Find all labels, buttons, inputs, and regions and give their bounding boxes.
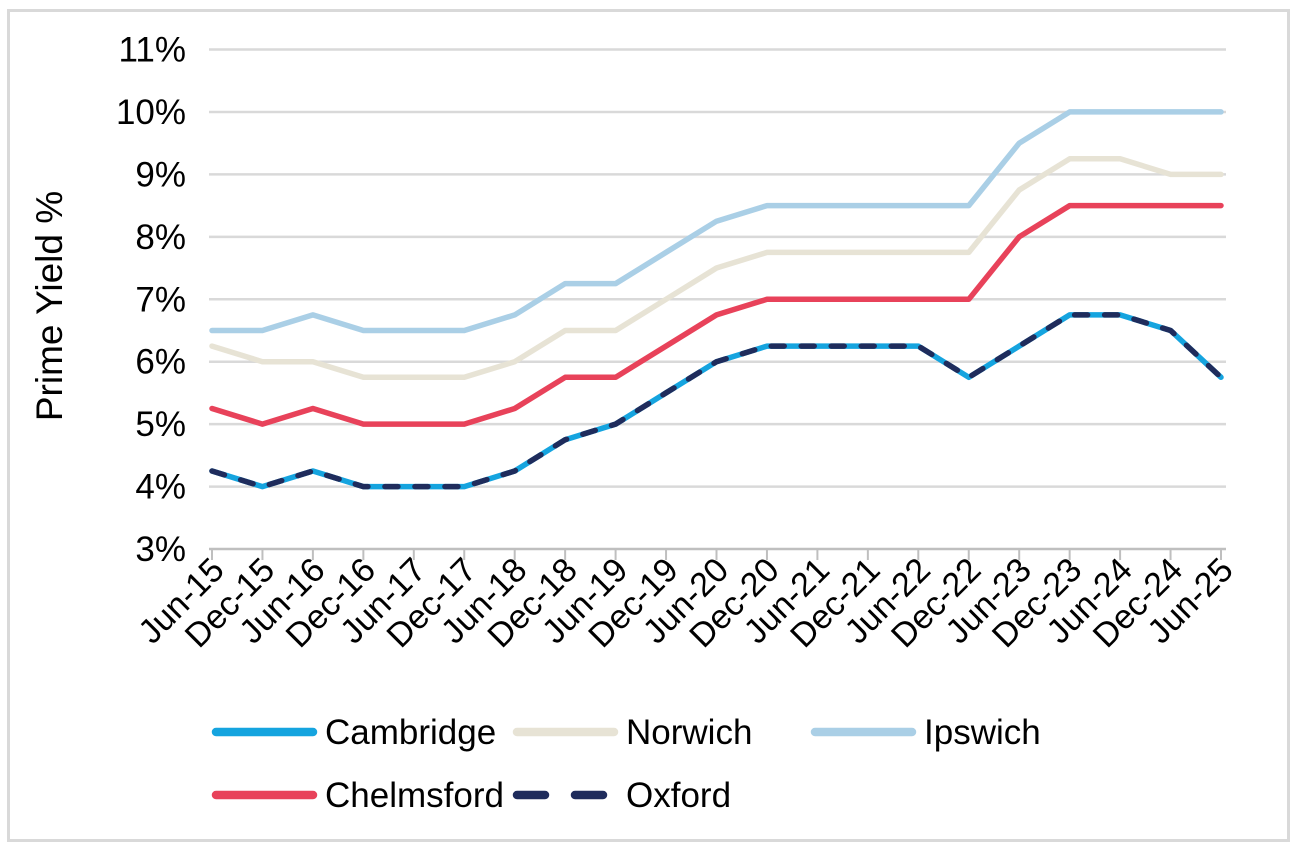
legend-label-ipswich: Ipswich: [924, 713, 1041, 752]
y-tick-label-10pct: 10%: [116, 93, 186, 132]
y-tick-label-8pct: 8%: [135, 218, 186, 257]
y-tick-label-7pct: 7%: [135, 280, 186, 319]
series-line-oxford: [209, 312, 1224, 490]
y-tick-label-6pct: 6%: [135, 343, 186, 382]
y-axis-title: Prime Yield %: [29, 191, 70, 421]
legend-label-chelmsford: Chelmsford: [325, 776, 504, 815]
y-tick-label-5pct: 5%: [135, 405, 186, 444]
series-line-cambridge: [209, 312, 1224, 490]
y-tick-label-3pct: 3%: [135, 530, 186, 569]
legend-label-cambridge: Cambridge: [325, 713, 496, 752]
y-tick-label-4pct: 4%: [135, 468, 186, 507]
legend-label-norwich: Norwich: [626, 713, 752, 752]
y-tick-label-11pct: 11%: [119, 31, 186, 70]
series-line-ipswich: [209, 109, 1224, 334]
series-line-chelmsford: [209, 202, 1224, 427]
legend-label-oxford: Oxford: [626, 776, 731, 815]
y-tick-label-9pct: 9%: [135, 155, 186, 194]
series-line-norwich: [209, 156, 1224, 381]
